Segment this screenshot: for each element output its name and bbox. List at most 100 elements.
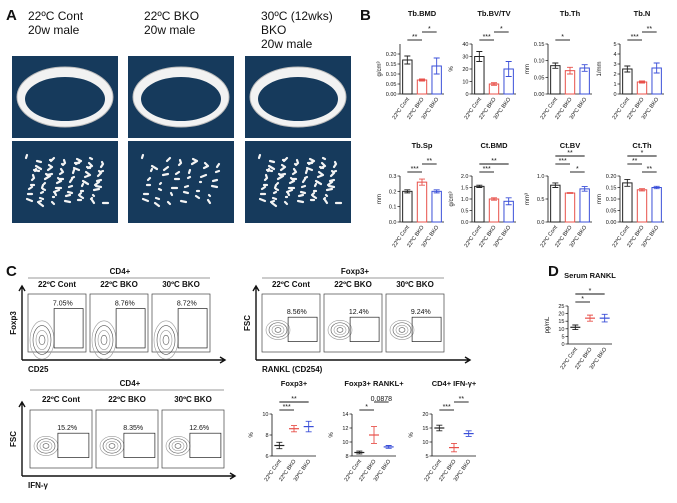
image-title: 20w male xyxy=(144,23,196,37)
contour xyxy=(268,322,288,338)
flow-x-label: IFN-γ xyxy=(28,481,49,490)
error-bar xyxy=(624,179,631,187)
y-tick-label: 20 xyxy=(462,67,468,73)
contour xyxy=(39,440,53,452)
error-bar xyxy=(567,66,573,75)
gate xyxy=(115,308,146,349)
error-bar xyxy=(476,51,483,62)
flow-y-label: Foxp3 xyxy=(9,311,18,335)
trabecular-network xyxy=(257,153,343,208)
y-axis-label: g/cm³ xyxy=(377,61,383,76)
bar xyxy=(579,188,590,223)
flow-x-label: CD25 xyxy=(28,365,49,374)
error-bar xyxy=(476,184,483,188)
y-axis-label: mm xyxy=(377,194,383,204)
contour xyxy=(38,334,46,346)
significance-label: *** xyxy=(631,34,639,41)
contour xyxy=(32,325,52,355)
bar xyxy=(416,79,428,95)
y-tick-label: 0.1 xyxy=(389,205,397,211)
contour xyxy=(162,334,170,346)
y-tick-label: 1 xyxy=(613,82,616,88)
y-tick-label: 0.3 xyxy=(389,174,397,180)
significance-label: * xyxy=(561,34,564,41)
flow-plot xyxy=(29,409,93,469)
y-tick-label: 15 xyxy=(558,319,564,325)
y-tick-label: 20 xyxy=(422,412,428,418)
cortical-lumen xyxy=(25,77,105,121)
y-tick-label: 0.05 xyxy=(534,75,545,81)
error-bar xyxy=(552,62,559,69)
bar xyxy=(416,181,428,223)
bar xyxy=(636,189,648,223)
y-tick-label: 0.10 xyxy=(386,72,397,78)
error-bar xyxy=(491,82,497,86)
y-tick-label: 14 xyxy=(342,412,348,418)
y-tick-label: 0.05 xyxy=(606,209,617,215)
y-tick-label: 40 xyxy=(462,42,468,48)
panel-label: C xyxy=(6,263,17,280)
trabecular-network xyxy=(140,153,221,208)
y-tick-label: 10 xyxy=(262,412,268,418)
y-tick-label: 0.20 xyxy=(606,174,617,180)
gate-percent: 8.76% xyxy=(115,301,135,308)
bar xyxy=(622,68,633,95)
y-tick-label: 0.10 xyxy=(606,197,617,203)
chart-title: Tb.BMD xyxy=(408,9,437,18)
significance-label: ** xyxy=(632,158,638,165)
error-bar xyxy=(404,189,411,194)
y-axis-label: g/cm³ xyxy=(449,191,455,206)
contour xyxy=(105,440,119,452)
y-axis-label: mm xyxy=(525,64,531,74)
y-tick-label: 30 xyxy=(462,55,468,61)
error-bar xyxy=(552,182,559,188)
chart-title: Foxp3+ RANKL+ xyxy=(344,379,404,388)
error-bar xyxy=(505,197,512,206)
significance-label: *** xyxy=(443,404,451,411)
flow-x-label: RANKL (CD254) xyxy=(262,365,323,374)
flow-plot xyxy=(95,409,159,469)
y-tick-label: 0.15 xyxy=(606,186,617,192)
significance-label: 0.0878 xyxy=(371,396,393,403)
flow-column: 30ºC BKO xyxy=(162,280,200,289)
y-tick-label: 12 xyxy=(342,426,348,432)
error-bar xyxy=(404,55,411,65)
y-tick-label: 2.0 xyxy=(461,174,469,180)
flow-title: CD4+ xyxy=(120,379,141,388)
axis-arrow xyxy=(18,400,237,480)
image-title: 22ºC Cont xyxy=(28,9,84,23)
y-tick-label: 1.5 xyxy=(461,186,469,192)
cortical-lumen xyxy=(141,77,221,121)
significance-label: *** xyxy=(411,166,419,173)
y-tick-label: 0 xyxy=(613,92,616,98)
contour xyxy=(389,320,415,340)
error-bar xyxy=(567,192,573,194)
contour xyxy=(168,438,188,454)
flow-plot xyxy=(385,293,445,353)
y-tick-label: 0.00 xyxy=(386,92,397,98)
error-bar xyxy=(436,424,443,432)
chart-title: Ct.Th xyxy=(632,141,652,150)
significance-label: * xyxy=(581,296,584,303)
error-bar xyxy=(601,313,608,323)
y-tick-label: 8 xyxy=(265,433,268,439)
y-tick-label: 0.10 xyxy=(534,59,545,65)
image-title: BKO xyxy=(261,23,286,37)
y-axis-label: % xyxy=(249,432,255,438)
error-bar xyxy=(305,420,312,433)
contour xyxy=(171,440,185,452)
flow-plot xyxy=(151,293,211,353)
error-bar xyxy=(371,426,377,444)
contour xyxy=(36,438,56,454)
chart-title: Foxp3+ xyxy=(281,379,308,388)
significance-label: ** xyxy=(567,150,573,157)
error-bar xyxy=(639,80,645,84)
error-bar xyxy=(581,64,588,72)
contour xyxy=(333,324,347,336)
y-tick-label: 10 xyxy=(462,80,468,86)
gate-percent: 15.2% xyxy=(57,425,77,432)
y-tick-label: 0.20 xyxy=(386,52,397,58)
axis-arrow xyxy=(18,284,227,364)
y-tick-label: 0 xyxy=(561,342,564,348)
